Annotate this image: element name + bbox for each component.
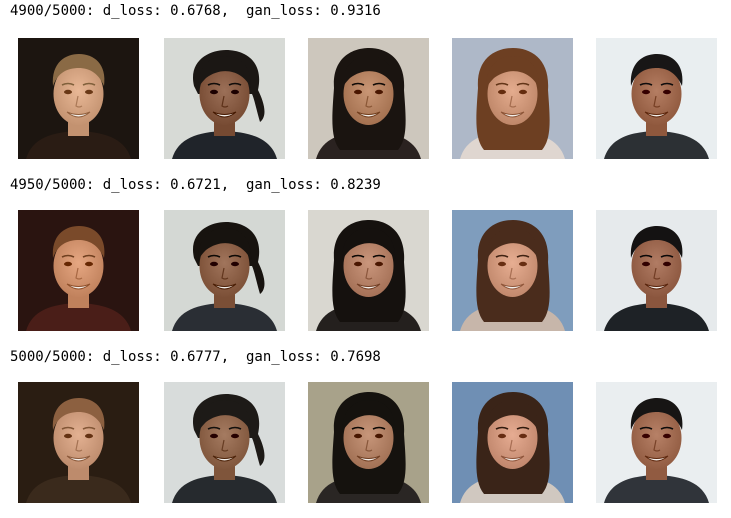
generated-face-image bbox=[452, 382, 573, 503]
generated-face-image bbox=[308, 382, 429, 503]
generated-face-image bbox=[596, 382, 717, 503]
epoch-log-5000: 5000/5000: d_loss: 0.6777, gan_loss: 0.7… bbox=[10, 349, 381, 365]
generated-face-image bbox=[18, 210, 139, 331]
generated-face-image bbox=[164, 210, 285, 331]
generated-face-image bbox=[164, 38, 285, 159]
epoch-log-4950: 4950/5000: d_loss: 0.6721, gan_loss: 0.8… bbox=[10, 177, 381, 193]
generated-face-image bbox=[18, 382, 139, 503]
generated-face-image bbox=[452, 210, 573, 331]
generated-face-image bbox=[452, 38, 573, 159]
generated-face-image bbox=[308, 38, 429, 159]
generated-face-image bbox=[596, 38, 717, 159]
generated-faces-row-4900 bbox=[0, 38, 731, 160]
generated-face-image bbox=[164, 382, 285, 503]
generated-face-image bbox=[18, 38, 139, 159]
generated-face-image bbox=[596, 210, 717, 331]
generated-face-image bbox=[308, 210, 429, 331]
generated-faces-row-4950 bbox=[0, 210, 731, 332]
generated-faces-row-5000 bbox=[0, 382, 731, 504]
epoch-log-4900: 4900/5000: d_loss: 0.6768, gan_loss: 0.9… bbox=[10, 3, 381, 19]
